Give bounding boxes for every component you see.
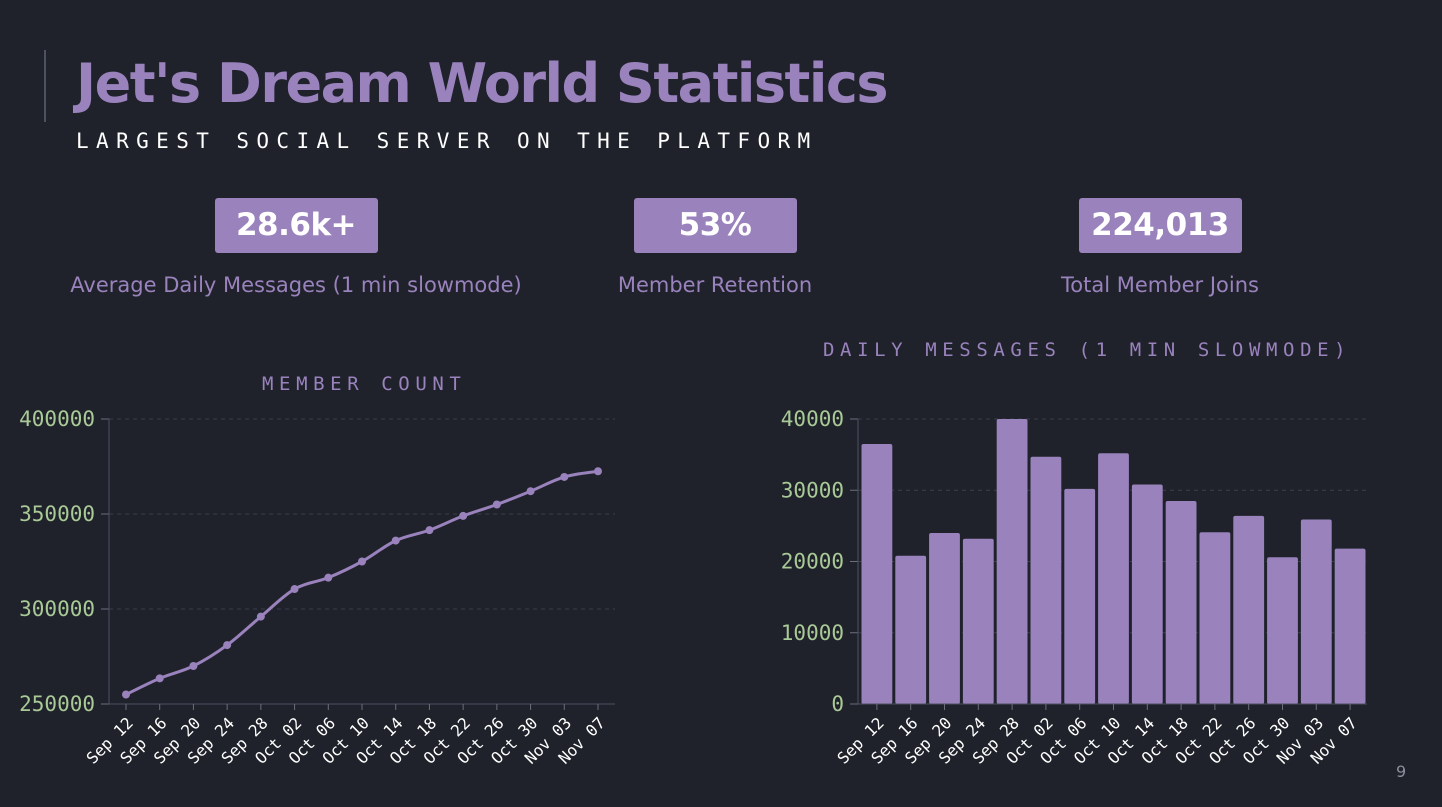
data-point (391, 536, 400, 545)
data-point (155, 674, 164, 683)
y-tick-label: 250000 (19, 692, 95, 716)
message-bar (895, 555, 927, 704)
stat-average-daily-messages: 28.6k+ Average Daily Messages (1 min slo… (66, 198, 526, 297)
data-point (594, 467, 602, 476)
message-bar (1334, 548, 1366, 704)
data-point (526, 487, 535, 496)
data-point (290, 585, 299, 594)
message-bar (1064, 488, 1096, 704)
message-bar (1165, 500, 1197, 704)
message-bar (1030, 456, 1062, 704)
stat-label: Total Member Joins (1061, 273, 1259, 297)
y-tick-label: 0 (831, 692, 844, 716)
data-point (560, 472, 569, 481)
message-bar (861, 443, 893, 704)
message-bar (1267, 557, 1298, 704)
stat-value-badge: 224,013 (1078, 198, 1242, 253)
data-point (459, 511, 468, 520)
y-tick-label: 10000 (781, 621, 844, 645)
message-bar (1233, 515, 1265, 704)
data-point (122, 690, 130, 699)
page-number: 9 (1396, 762, 1407, 781)
message-bar (996, 419, 1028, 704)
y-tick-label: 30000 (781, 478, 844, 502)
stat-label: Member Retention (617, 273, 813, 297)
data-point (256, 612, 265, 621)
stat-value-badge: 28.6k+ (214, 198, 378, 253)
data-point (223, 641, 232, 650)
slide-subtitle: LARGEST SOCIAL SERVER ON THE PLATFORM (76, 129, 818, 153)
data-point (492, 500, 501, 509)
stat-label: Average Daily Messages (1 min slowmode) (70, 273, 522, 297)
daily-messages-chart-title: DAILY MESSAGES (1 MIN SLOWMODE) (823, 339, 1352, 361)
message-bar (929, 533, 960, 704)
title-accent-rule (44, 50, 46, 122)
slide-title: Jet's Dream World Statistics (76, 52, 889, 115)
message-bar (1300, 519, 1332, 704)
y-tick-label: 400000 (19, 407, 95, 431)
stat-member-retention: 53% Member Retention (600, 198, 830, 297)
y-tick-label: 300000 (19, 597, 95, 621)
message-bar (962, 538, 994, 704)
y-tick-label: 40000 (781, 407, 844, 431)
data-point (189, 662, 198, 670)
stat-total-member-joins: 224,013 Total Member Joins (1030, 198, 1290, 297)
message-bar (1098, 453, 1129, 704)
message-bar (1199, 532, 1231, 704)
member-count-chart-title: MEMBER COUNT (262, 373, 467, 395)
y-tick-label: 350000 (19, 502, 95, 526)
data-point (324, 573, 333, 582)
stat-value-badge: 53% (633, 198, 797, 253)
data-point (358, 557, 366, 566)
y-tick-label: 20000 (781, 550, 844, 574)
message-bar (1131, 484, 1163, 704)
data-point (425, 526, 434, 535)
